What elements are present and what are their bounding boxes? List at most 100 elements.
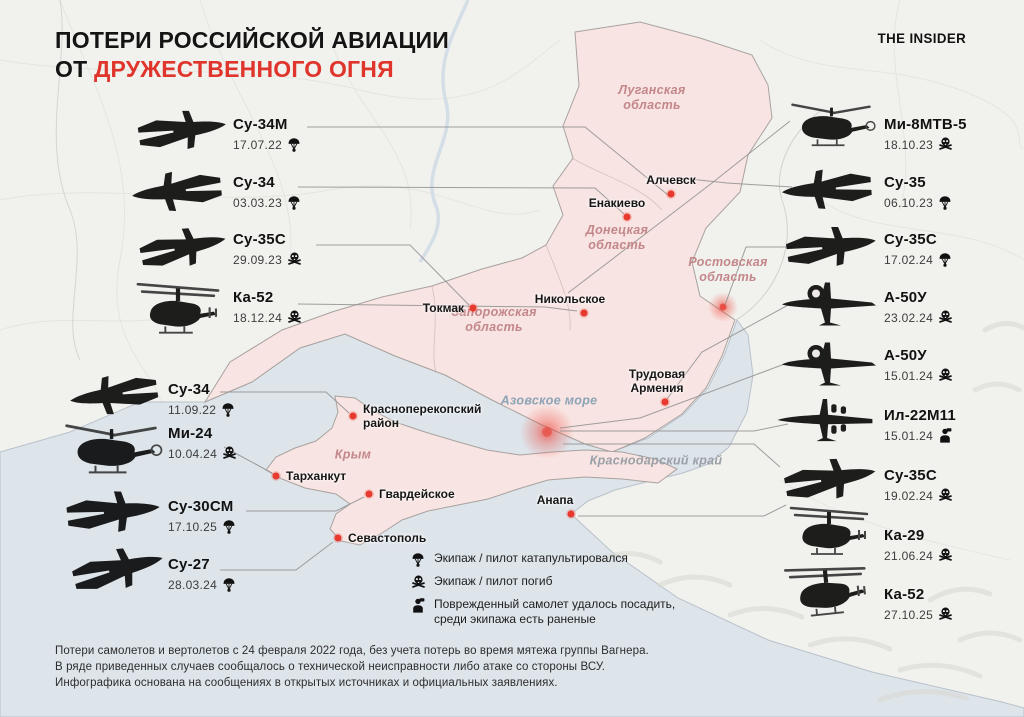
aircraft-name: Су-34 [168,381,210,398]
footer-line: В ряде приведенных случаев сообщалось о … [55,661,606,673]
title-line1: ПОТЕРИ РОССИЙСКОЙ АВИАЦИИ [55,27,449,53]
city-marker [334,534,342,542]
aircraft-silhouette-helicopter [52,418,170,479]
aircraft-name: Ка-52 [884,586,925,603]
region-label: Ростовская область [688,255,768,284]
callout-line [316,244,470,306]
callout-line [559,361,791,429]
aircraft-silhouette-helicopter-coaxial [769,556,884,624]
city-label: Гвардейское [379,487,455,501]
legend-item: Экипаж / пилот катапультировался [412,551,675,567]
aircraft-name: Ил-22М11 [884,407,956,424]
crash-glow-rostov-core [719,303,727,311]
parachute-icon [939,196,951,210]
incident-date: 18.12.24 [233,310,283,325]
country-border [55,0,81,361]
incident-row: 11.09.22 [168,402,235,417]
incident-date: 29.09.23 [233,252,283,267]
city-marker [272,472,280,480]
city-marker [580,309,588,317]
oblast-borders [431,157,663,373]
incident-date: 18.10.23 [884,137,934,152]
aircraft-name: А-50У [884,347,927,364]
city-label: Токмак [422,301,464,315]
incident-row: 23.02.24 [884,310,952,325]
aircraft-name: Су-35С [884,467,937,484]
city-label: Енакиево [588,196,646,210]
aircraft-silhouette-awacs [776,336,882,391]
landed-icon [940,428,952,443]
incident-date: 11.09.22 [168,402,217,417]
aircraft-name: Ми-8МТВ-5 [884,116,967,133]
incident-row: 27.10.25 [884,607,952,622]
legend-text: Экипаж / пилот катапультировался [434,551,628,565]
city-label: Никольское [534,292,606,306]
incident-date: 23.02.24 [884,310,934,325]
incident-row: 06.10.23 [884,195,952,210]
region-label: Донецкая область [585,223,649,252]
aircraft-entry: А-50У 23.02.24 [884,289,952,325]
callout-line [307,126,669,196]
skull-icon [939,488,952,501]
aircraft-entry: А-50У 15.01.24 [884,347,952,383]
incident-row: 17.07.22 [233,137,301,152]
incident-date: 27.10.25 [884,607,934,622]
city-marker [667,190,675,198]
aircraft-entry: Су-30СМ 17.10.25 [168,498,236,534]
callout-line [220,541,334,571]
aircraft-entry: Ми-24 10.04.24 [168,425,236,461]
aircraft-entry: Су-34 03.03.23 [233,174,301,210]
incident-row: 15.01.24 [884,368,952,383]
incident-row: 15.01.24 [884,428,956,443]
parachute-icon [412,553,424,567]
city-label: Алчевск [646,173,696,187]
page-title: ПОТЕРИ РОССИЙСКОЙ АВИАЦИИ ОТ ДРУЖЕСТВЕНН… [55,26,449,84]
incident-date: 17.02.24 [884,252,934,267]
aircraft-entry: Ка-52 27.10.25 [884,586,952,622]
legend-item: Экипаж / пилот погиб [412,574,675,590]
aircraft-name: Су-35С [884,231,937,248]
footer-line: Потери самолетов и вертолетов с 24 февра… [55,645,649,657]
aircraft-entry: Су-35С 29.09.23 [233,231,301,267]
aircraft-silhouette-transport-plane [770,390,882,448]
incident-row: 19.02.24 [884,488,952,503]
aircraft-silhouette-awacs [776,276,882,331]
legend-item: Поврежденный самолет удалось посадить, с… [412,597,675,627]
aircraft-entry: Су-35С 19.02.24 [884,467,952,503]
crash-glow-azov-core [542,427,552,437]
callout-line [724,246,792,306]
skull-icon [939,368,952,381]
title-red-text: ДРУЖЕСТВЕННОГО ОГНЯ [93,56,394,82]
incident-row: 17.10.25 [168,519,236,534]
skull-icon [288,310,301,323]
landed-icon [413,598,425,613]
city-label: Красноперекопский район [363,402,482,430]
aircraft-name: Су-35 [884,174,926,191]
callout-line [220,391,350,414]
callout-line [297,303,578,312]
aircraft-silhouette-helicopter-coaxial [776,504,882,559]
aircraft-name: Су-27 [168,556,210,573]
parachute-icon [288,138,300,152]
city-marker [661,398,669,406]
aircraft-name: Ми-24 [168,425,213,442]
incident-date: 28.03.24 [168,577,218,592]
aircraft-entry: Су-35С 17.02.24 [884,231,952,267]
the-insider-logo: THE INSIDER [877,30,966,46]
callout-line [563,443,781,468]
mountains [597,321,1024,703]
river [418,0,470,263]
legend-text: Экипаж / пилот погиб [434,574,553,588]
incident-date: 19.02.24 [884,488,934,503]
aircraft-entry: Ка-29 21.06.24 [884,527,952,563]
aircraft-entry: Су-27 28.03.24 [168,556,236,592]
region-label: Запорожская область [451,305,537,334]
skull-icon [939,548,952,561]
incident-row: 18.12.24 [233,310,301,325]
aircraft-name: Су-30СМ [168,498,234,515]
aircraft-name: Су-34М [233,116,288,133]
incident-date: 06.10.23 [884,195,934,210]
